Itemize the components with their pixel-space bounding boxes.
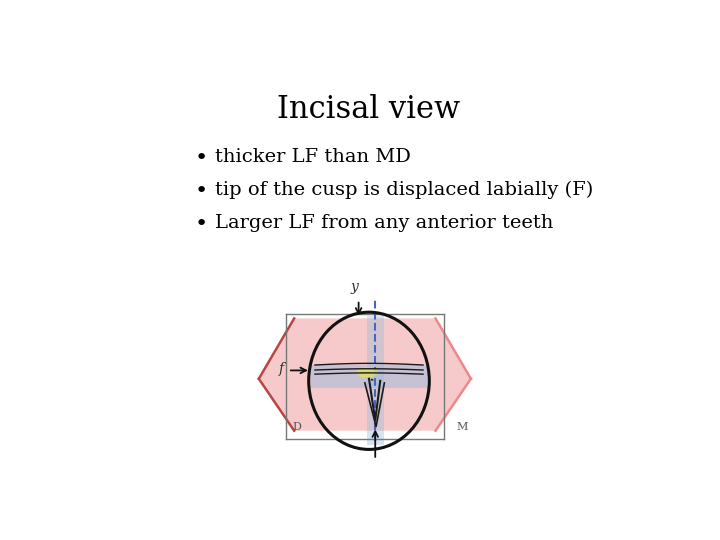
Text: D: D xyxy=(292,422,301,431)
Text: thicker LF than MD: thicker LF than MD xyxy=(215,148,411,166)
Text: f: f xyxy=(279,362,284,376)
Bar xyxy=(286,314,444,439)
Text: •: • xyxy=(194,214,207,234)
Text: y: y xyxy=(351,280,359,294)
Text: M: M xyxy=(456,422,468,431)
Text: •: • xyxy=(194,148,207,168)
Bar xyxy=(311,365,427,388)
Ellipse shape xyxy=(356,367,377,377)
Bar xyxy=(367,316,384,446)
Text: •: • xyxy=(194,181,207,201)
Text: tip of the cusp is displaced labially (F): tip of the cusp is displaced labially (F… xyxy=(215,181,593,199)
Text: Incisal view: Incisal view xyxy=(277,94,461,125)
Polygon shape xyxy=(258,319,471,431)
Text: Larger LF from any anterior teeth: Larger LF from any anterior teeth xyxy=(215,214,554,233)
